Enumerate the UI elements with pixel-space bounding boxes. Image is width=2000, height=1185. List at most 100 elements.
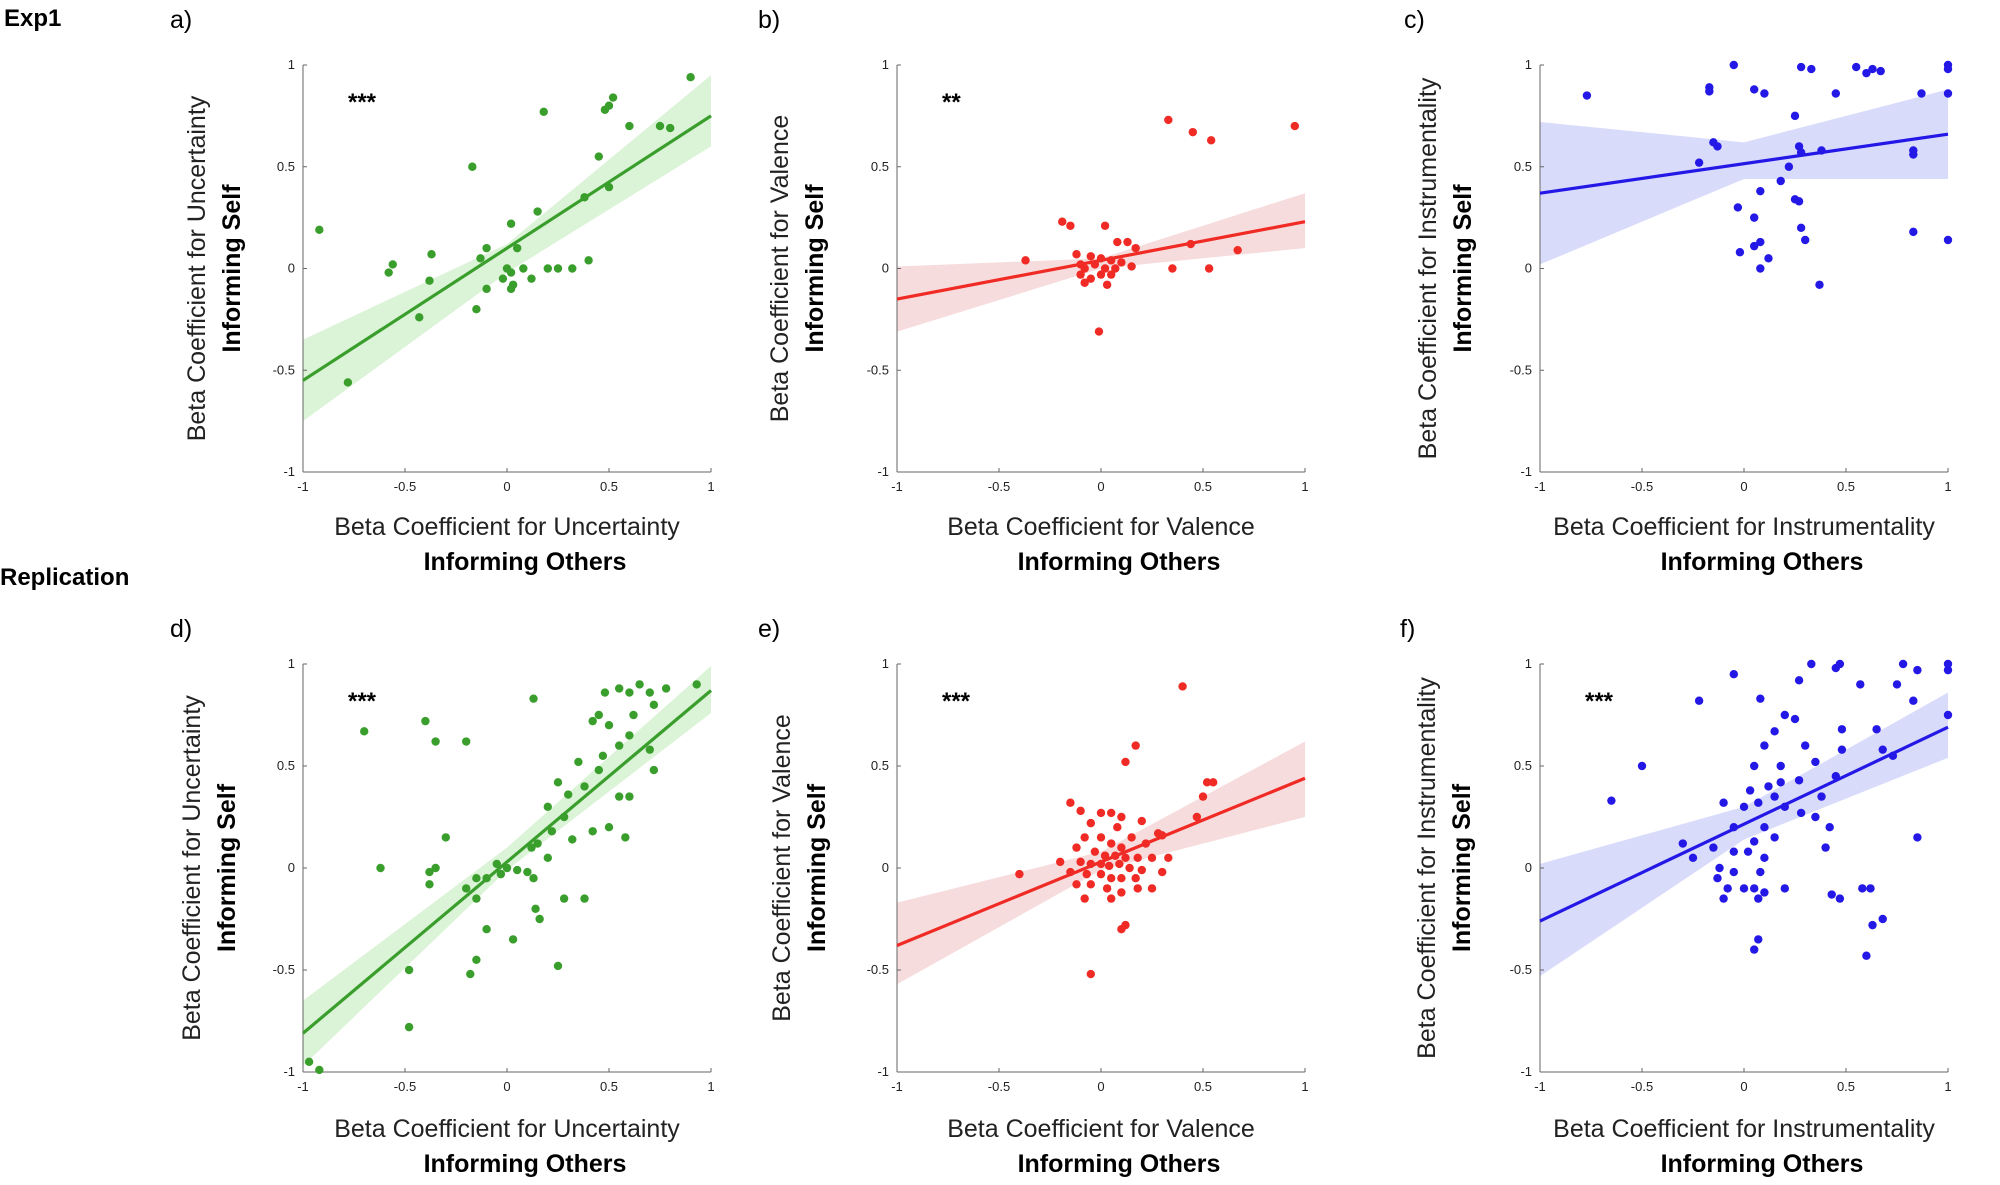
data-point — [466, 969, 475, 979]
data-point — [1094, 327, 1104, 336]
data-point — [615, 792, 624, 801]
significance-marker: *** — [1585, 688, 1614, 715]
x-tick-label: 0.5 — [1194, 1079, 1212, 1094]
data-point — [1760, 741, 1769, 750]
data-point — [1021, 256, 1030, 265]
x-tick-label: -0.5 — [394, 1079, 416, 1094]
data-point — [604, 721, 614, 730]
data-point — [692, 680, 701, 689]
data-point — [1582, 91, 1592, 100]
data-point — [1760, 823, 1769, 832]
data-point — [615, 684, 624, 693]
data-point — [1756, 264, 1765, 273]
y-tick-label: 0 — [1525, 261, 1532, 276]
data-point — [1858, 884, 1867, 893]
panel-label: e) — [758, 615, 780, 643]
data-point — [1831, 89, 1841, 98]
fit-line — [896, 220, 1306, 301]
data-point — [388, 260, 397, 269]
data-point — [492, 859, 501, 869]
data-point — [649, 765, 659, 775]
data-point — [1086, 969, 1096, 979]
y-axis-title: Beta Coefficient for Uncertainty — [178, 695, 206, 1041]
y-tick-label: -0.5 — [273, 362, 295, 377]
data-point — [1719, 894, 1728, 903]
data-point — [1188, 127, 1198, 137]
data-point — [1713, 874, 1722, 883]
panel-c: c) -1 -0.5 0 0.5 1 1 0.5 0 -0.5 -1 Beta Coefficient… — [1404, 6, 1953, 576]
data-point — [1121, 853, 1130, 862]
data-point — [543, 264, 552, 273]
data-point — [655, 121, 665, 131]
data-point — [600, 688, 610, 697]
data-point — [598, 751, 608, 760]
data-point — [649, 700, 659, 709]
x-tick-label: -1 — [1534, 479, 1546, 494]
data-point — [1943, 89, 1953, 98]
data-point — [1837, 745, 1847, 754]
x-tick-label: 0 — [503, 1079, 510, 1094]
significance-marker: ** — [942, 89, 961, 116]
x-tick-label: 1 — [1944, 479, 1951, 494]
data-point — [1750, 85, 1759, 94]
data-point — [425, 276, 434, 285]
panel-f: f) -1 -0.5 0 0.5 1 1 0.5 0 -0.5 -1 *** Beta Coeffici… — [1400, 615, 1953, 1178]
data-point — [1202, 778, 1212, 787]
data-point — [539, 107, 548, 117]
data-point — [472, 955, 481, 964]
data-point — [1107, 874, 1116, 883]
data-point — [1760, 853, 1769, 862]
x-tick-label: -0.5 — [1631, 1079, 1653, 1094]
data-point — [476, 254, 485, 263]
data-point — [1209, 778, 1218, 787]
data-point — [588, 827, 597, 836]
data-point — [482, 284, 491, 294]
data-point — [1117, 925, 1126, 934]
x-tick-label: 0.5 — [600, 1079, 618, 1094]
x-axis-title: Beta Coefficient for Uncertainty — [334, 1115, 680, 1143]
data-point — [1796, 62, 1806, 72]
data-point — [315, 1065, 324, 1075]
data-point — [1694, 158, 1704, 167]
x-tick-label: 0 — [1097, 1079, 1104, 1094]
data-point — [574, 757, 583, 767]
data-point — [1756, 694, 1765, 703]
data-point — [1821, 843, 1830, 852]
data-point — [1233, 245, 1242, 255]
y-axis-subtitle: Informing Self — [803, 783, 831, 952]
x-tick-label: -1 — [1534, 1079, 1546, 1094]
data-point — [1811, 757, 1820, 767]
panel-e: e) -1 -0.5 0 0.5 1 1 0.5 0 -0.5 -1 *** Beta Coeffici… — [758, 615, 1309, 1178]
data-point — [1825, 823, 1834, 832]
data-point — [472, 894, 481, 903]
y-tick-label: 0 — [1525, 860, 1532, 875]
x-axis-subtitle: Informing Others — [424, 548, 627, 576]
data-point — [621, 833, 630, 842]
fit-line — [1539, 132, 1949, 195]
data-point — [1723, 884, 1732, 893]
data-point — [1137, 865, 1147, 875]
data-point — [608, 93, 618, 102]
data-point — [553, 264, 563, 273]
data-point — [1835, 894, 1845, 903]
data-point — [1831, 663, 1841, 673]
data-point — [1837, 725, 1847, 734]
data-point — [1815, 280, 1824, 289]
data-point — [1913, 665, 1922, 675]
data-point — [1739, 802, 1749, 811]
y-tick-label: -0.5 — [1510, 962, 1532, 977]
data-point — [472, 874, 481, 883]
x-tick-label: 0 — [503, 479, 510, 494]
section-label-replication: Replication — [0, 564, 129, 591]
data-point — [1107, 894, 1116, 903]
section-label-exp1: Exp1 — [4, 5, 61, 32]
x-tick-label: -0.5 — [1631, 479, 1653, 494]
data-point — [1827, 890, 1836, 899]
data-point — [1754, 798, 1763, 807]
data-point — [1862, 68, 1871, 78]
data-point — [1102, 884, 1112, 893]
data-point — [1131, 243, 1140, 253]
data-point — [533, 839, 542, 848]
confidence-band — [1540, 89, 1948, 265]
